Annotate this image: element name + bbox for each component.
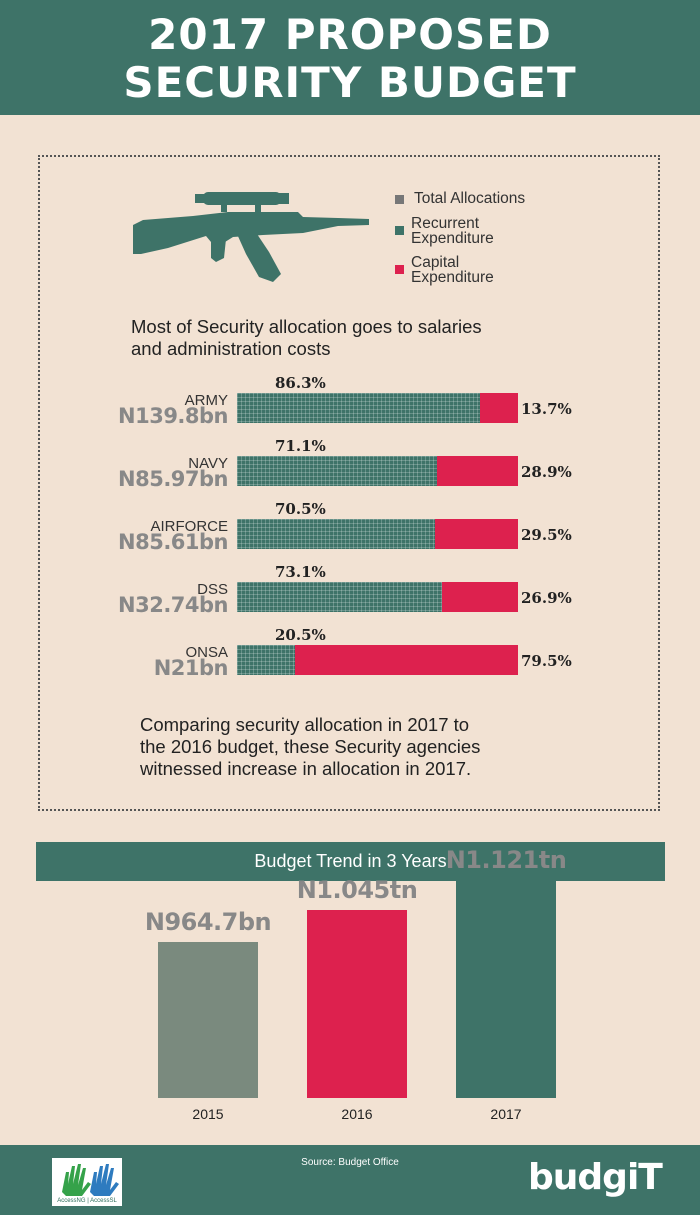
budgit-logo: budgiT xyxy=(528,1157,663,1198)
agency-amount: N21bn xyxy=(153,656,229,680)
legend-swatch-capital xyxy=(395,265,404,274)
compare-line-2: the 2016 budget, these Security agencies xyxy=(140,736,481,757)
recurrent-bar xyxy=(237,393,480,423)
agency-label: ARMY xyxy=(184,392,228,409)
capital-bar xyxy=(436,456,518,486)
agency-label: NAVY xyxy=(188,455,228,472)
agency-label: AIRFORCE xyxy=(150,518,228,535)
agency-amount: N85.97bn xyxy=(118,467,228,491)
recurrent-bar xyxy=(237,645,295,675)
accessng-logo-text: AccessNG | AccessSL xyxy=(57,1198,117,1204)
trend-value-label: N1.045tn xyxy=(296,876,418,904)
trend-year-label: 2016 xyxy=(341,1106,373,1122)
recurrent-bar xyxy=(237,582,443,612)
capital-pct-label: 28.9% xyxy=(521,463,572,481)
capital-bar xyxy=(435,519,518,549)
recurrent-bar xyxy=(237,456,437,486)
legend-swatch-total xyxy=(395,195,404,204)
trend-bar xyxy=(307,910,407,1098)
capital-pct-label: 26.9% xyxy=(521,589,572,607)
agency-label: ONSA xyxy=(185,644,228,661)
compare-text: Comparing security allocation in 2017 to… xyxy=(140,714,600,780)
agency-amount: N139.8bn xyxy=(118,404,228,428)
title-line-1: 2017 PROPOSED xyxy=(148,10,552,59)
trend-bar xyxy=(456,880,556,1098)
compare-line-1: Comparing security allocation in 2017 to xyxy=(140,714,470,735)
hands-icon xyxy=(62,1164,119,1196)
source-text: Source: Budget Office xyxy=(301,1157,399,1168)
recurrent-pct-label: 86.3% xyxy=(275,374,326,392)
recurrent-pct-label: 20.5% xyxy=(275,626,326,644)
capital-bar xyxy=(442,582,518,612)
trend-bar xyxy=(158,942,258,1098)
legend-recurrent-line1: Recurrent xyxy=(411,215,480,232)
capital-bar xyxy=(294,645,518,675)
trend-year-label: 2017 xyxy=(490,1106,522,1122)
accessng-logo: AccessNG | AccessSL xyxy=(52,1158,122,1206)
intro-line-2: and administration costs xyxy=(131,338,331,359)
agency-amount: N32.74bn xyxy=(118,593,228,617)
legend-capital-line1: Capital xyxy=(411,254,460,271)
trend-value-label: N1.121tn xyxy=(445,846,567,874)
legend-capital-line2: Expenditure xyxy=(411,269,494,286)
trend-value-label: N964.7bn xyxy=(144,908,272,936)
agency-amount: N85.61bn xyxy=(118,530,228,554)
capital-pct-label: 29.5% xyxy=(521,526,572,544)
intro-text: Most of Security allocation goes to sala… xyxy=(131,316,611,360)
intro-line-1: Most of Security allocation goes to sala… xyxy=(131,316,482,337)
recurrent-bar xyxy=(237,519,436,549)
compare-line-3: witnessed increase in allocation in 2017… xyxy=(140,758,472,779)
recurrent-pct-label: 73.1% xyxy=(275,563,326,581)
recurrent-pct-label: 71.1% xyxy=(275,437,326,455)
legend-total: Total Allocations xyxy=(414,190,526,207)
capital-bar xyxy=(479,393,518,423)
title-line-2: SECURITY BUDGET xyxy=(123,58,577,107)
trend-year-label: 2015 xyxy=(192,1106,224,1122)
allocation-panel xyxy=(38,155,660,811)
rifle-icon xyxy=(133,192,369,282)
recurrent-pct-label: 70.5% xyxy=(275,500,326,518)
capital-pct-label: 79.5% xyxy=(521,652,572,670)
capital-pct-label: 13.7% xyxy=(521,400,572,418)
trend-chart-title: Budget Trend in 3 Years xyxy=(36,842,665,881)
legend-swatch-recurrent xyxy=(395,226,404,235)
header-banner: 2017 PROPOSED SECURITY BUDGET xyxy=(0,0,700,115)
agency-label: DSS xyxy=(197,581,228,598)
legend-recurrent-line2: Expenditure xyxy=(411,230,494,247)
